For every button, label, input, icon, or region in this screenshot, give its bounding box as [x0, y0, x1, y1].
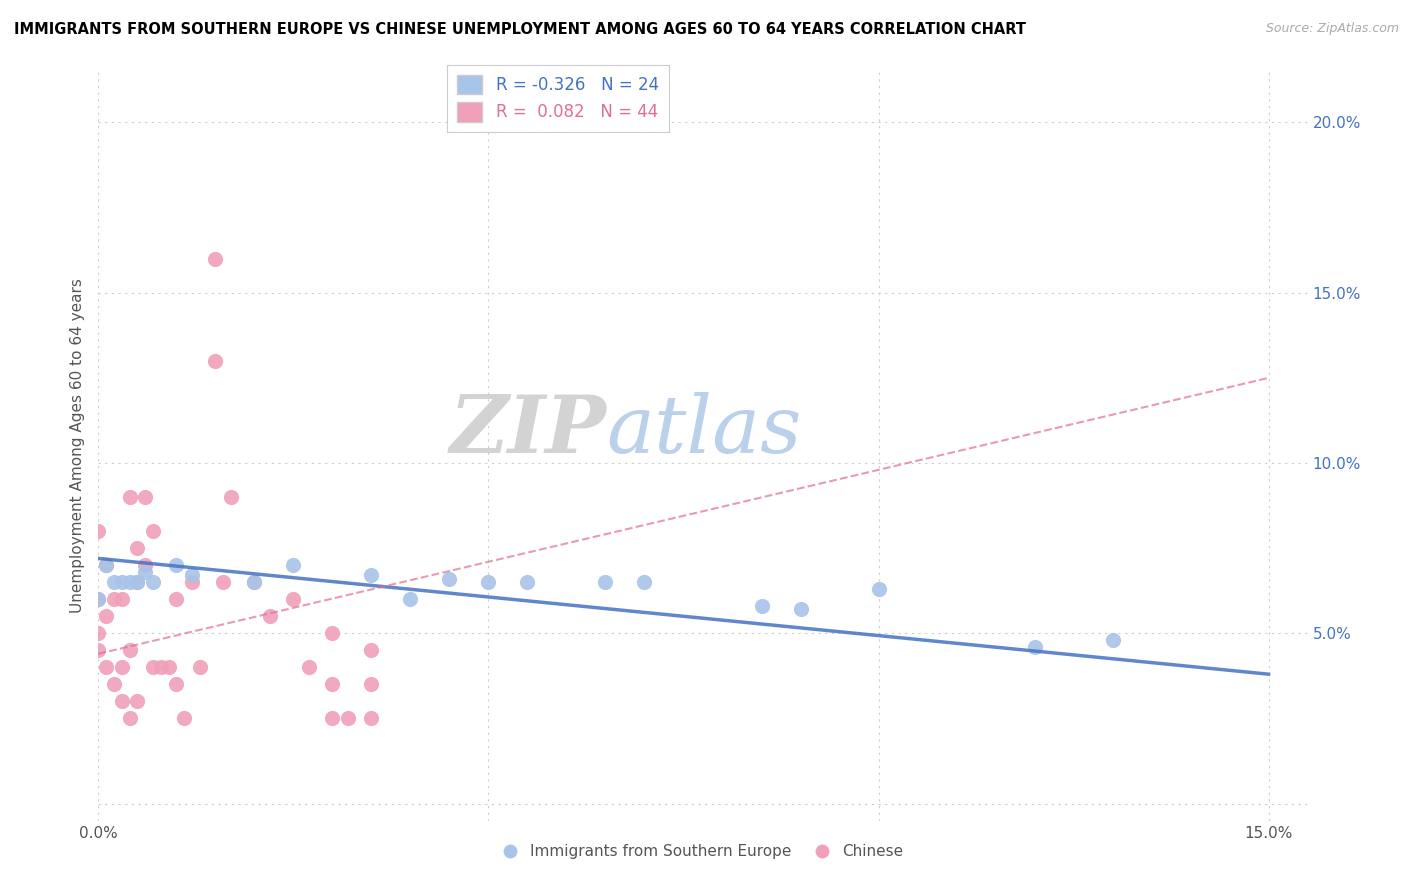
- Point: [111, 694, 134, 708]
- Point: [134, 490, 156, 504]
- Point: [439, 572, 461, 586]
- Point: [1101, 633, 1123, 648]
- Text: ZIP: ZIP: [450, 392, 606, 470]
- Point: [111, 592, 134, 607]
- Point: [516, 575, 538, 590]
- Point: [212, 575, 235, 590]
- Point: [360, 711, 382, 725]
- Point: [142, 575, 165, 590]
- Point: [204, 354, 226, 368]
- Point: [118, 490, 141, 504]
- Point: [103, 592, 125, 607]
- Point: [87, 626, 110, 640]
- Point: [283, 558, 305, 573]
- Point: [477, 575, 499, 590]
- Point: [181, 568, 204, 582]
- Point: [789, 602, 811, 616]
- Point: [157, 660, 180, 674]
- Point: [298, 660, 321, 674]
- Legend: Immigrants from Southern Europe, Chinese: Immigrants from Southern Europe, Chinese: [496, 838, 910, 865]
- Point: [204, 252, 226, 266]
- Point: [103, 575, 125, 590]
- Point: [243, 575, 266, 590]
- Point: [360, 568, 382, 582]
- Text: Source: ZipAtlas.com: Source: ZipAtlas.com: [1265, 22, 1399, 36]
- Point: [96, 558, 118, 573]
- Point: [173, 711, 195, 725]
- Point: [127, 541, 149, 556]
- Point: [321, 711, 343, 725]
- Point: [181, 575, 204, 590]
- Point: [1024, 640, 1046, 654]
- Point: [118, 643, 141, 657]
- Point: [149, 660, 172, 674]
- Point: [283, 592, 305, 607]
- Text: atlas: atlas: [606, 392, 801, 470]
- Point: [142, 660, 165, 674]
- Point: [142, 524, 165, 538]
- Point: [96, 660, 118, 674]
- Point: [118, 711, 141, 725]
- Point: [219, 490, 242, 504]
- Point: [87, 643, 110, 657]
- Text: IMMIGRANTS FROM SOUTHERN EUROPE VS CHINESE UNEMPLOYMENT AMONG AGES 60 TO 64 YEAR: IMMIGRANTS FROM SOUTHERN EUROPE VS CHINE…: [14, 22, 1026, 37]
- Point: [259, 609, 281, 624]
- Point: [243, 575, 266, 590]
- Point: [360, 677, 382, 691]
- Point: [633, 575, 655, 590]
- Point: [134, 558, 156, 573]
- Point: [165, 592, 187, 607]
- Point: [321, 677, 343, 691]
- Point: [118, 575, 141, 590]
- Point: [87, 592, 110, 607]
- Point: [111, 660, 134, 674]
- Y-axis label: Unemployment Among Ages 60 to 64 years: Unemployment Among Ages 60 to 64 years: [69, 278, 84, 614]
- Point: [96, 558, 118, 573]
- Point: [127, 694, 149, 708]
- Point: [87, 592, 110, 607]
- Point: [127, 575, 149, 590]
- Point: [595, 575, 617, 590]
- Point: [751, 599, 773, 613]
- Point: [321, 626, 343, 640]
- Point: [337, 711, 360, 725]
- Point: [87, 524, 110, 538]
- Point: [399, 592, 422, 607]
- Point: [127, 575, 149, 590]
- Point: [134, 565, 156, 579]
- Point: [188, 660, 211, 674]
- Point: [103, 677, 125, 691]
- Point: [96, 609, 118, 624]
- Point: [868, 582, 890, 596]
- Point: [360, 643, 382, 657]
- Point: [111, 575, 134, 590]
- Point: [165, 677, 187, 691]
- Point: [165, 558, 187, 573]
